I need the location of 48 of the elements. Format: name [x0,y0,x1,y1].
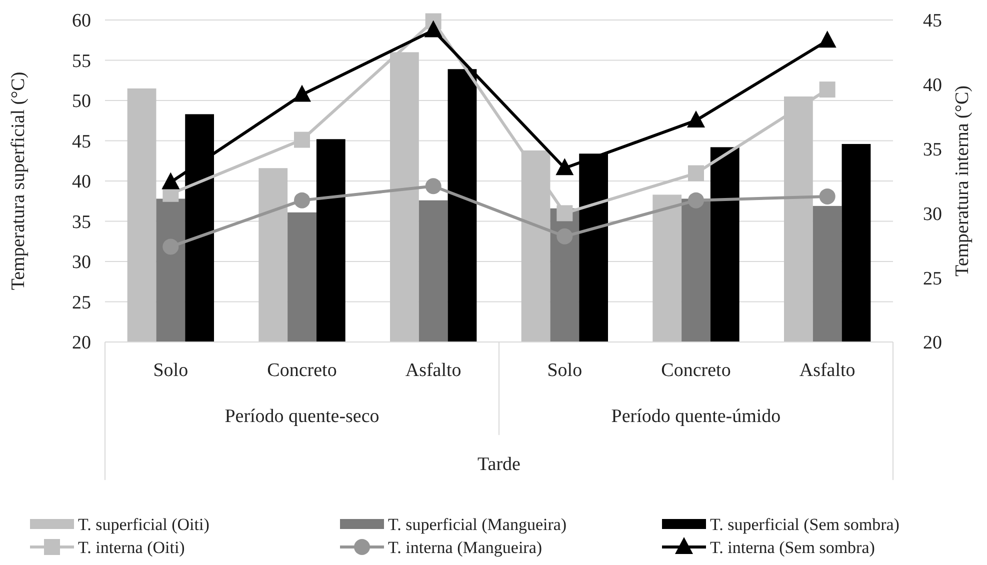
y2-axis-title: Temperatura interna (°C) [952,86,973,276]
text: Período quente-seco [224,406,380,427]
x-tick-label: Asfalto [799,360,856,381]
point [556,228,573,244]
legend-label: T. interna (Mangueira) [388,538,542,557]
point [688,192,704,208]
y-axis-title: Temperatura superficial (°C) [8,72,29,290]
y-tick-label: 60 [72,10,91,32]
x-tick-label: Concreto [661,360,731,381]
y-tick-label: 40 [72,172,91,193]
y2-tick-label: 25 [923,268,942,290]
legend-label: T. superficial (Oiti) [78,514,210,534]
y-tick-label: 30 [72,252,91,274]
y-tick-label: 25 [72,292,91,314]
y2-tick-label: 35 [923,139,942,160]
point [556,158,574,176]
legend-label: T. superficial (Mangueira) [388,514,567,534]
y-tick-label: 50 [72,91,91,112]
legend-label: T. interna (Sem sombra) [710,538,875,557]
point [688,165,704,182]
y2-tick-label: 20 [923,332,942,354]
y-tick-label: 35 [72,212,91,233]
point [819,188,836,204]
point [294,132,310,148]
point [162,238,179,255]
x-axis-title: Tarde [478,454,520,475]
legend-label: T. superficial (Sem sombra) [710,514,900,534]
point [819,82,836,98]
legend-label: T. interna (Oiti) [78,538,185,557]
point [687,110,705,128]
point [425,178,442,194]
y-tick-label: 45 [72,131,91,152]
y-tick-label: 55 [72,50,91,72]
point [424,20,442,38]
x-tick-label: Solo [547,360,582,381]
point [293,84,311,102]
point [162,172,180,190]
point [818,30,836,48]
y2-tick-label: 45 [923,10,942,32]
y2-tick-label: 30 [923,204,942,225]
text: Período quente-úmido [611,406,781,427]
x-tick-label: Solo [153,360,188,381]
y-tick-label: 20 [72,332,91,354]
x-tick-label: Concreto [267,360,337,381]
y2-tick-label: 40 [923,75,942,96]
point [556,205,573,222]
point [294,192,310,208]
x-tick-label: Asfalto [405,360,462,381]
